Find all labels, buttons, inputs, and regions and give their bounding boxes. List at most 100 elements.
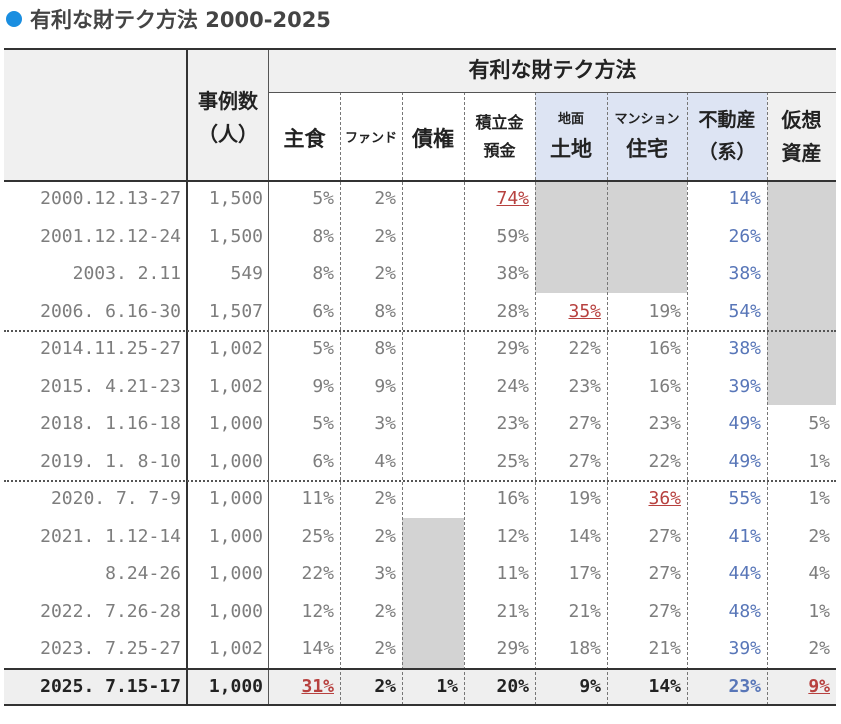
cell-fund: 2%: [374, 488, 396, 510]
cell-shushoku: 8%: [312, 225, 334, 247]
cell-shushoku: 22%: [301, 563, 334, 585]
cell-n: 1,002: [208, 375, 263, 397]
header-yokin-line-1: 積立金: [475, 113, 524, 132]
header-count: 事例数 （人）: [187, 68, 269, 168]
latest-row-border: [4, 667, 836, 670]
inactive-cell-land-housing: [535, 180, 687, 293]
cell-date: 2000.12.13-27: [40, 188, 181, 210]
column-divider: [767, 92, 768, 705]
cell-n: 1,000: [208, 563, 263, 585]
cell-kaso: 1%: [808, 488, 830, 510]
cell-fund: 2%: [374, 225, 396, 247]
cell-date: 8.24-26: [105, 563, 181, 585]
cell-n: 1,507: [208, 300, 263, 322]
cell-jutaku: 22%: [648, 450, 681, 472]
cell-fund: 2%: [374, 600, 396, 622]
column-divider: [402, 92, 403, 705]
cell-n: 1,000: [208, 675, 263, 697]
data-table: 事例数 （人） 有利な財テク方法 主食 ファンド 債権 積立金 預金 地面 土地 マンション 住宅 不動…: [4, 48, 836, 708]
cell-fund: 8%: [374, 338, 396, 360]
cell-shushoku: 25%: [301, 525, 334, 547]
header-count-line-2: （人）: [198, 122, 258, 146]
cell-jutaku: 36%: [648, 488, 681, 510]
cell-yokin: 16%: [496, 488, 529, 510]
table-row: 2018. 1.16-18 1,000 5% 3% 23% 27% 23% 49% 5%: [4, 405, 836, 443]
crypto-header-background: [767, 92, 836, 180]
table-row: 2015. 4.21-23 1,002 9% 9% 24% 23% 16% 39%: [4, 368, 836, 406]
cell-tochi: 18%: [568, 638, 601, 660]
header-bottom-border: [4, 180, 836, 182]
cell-fund: 2%: [374, 188, 396, 210]
cell-yokin: 20%: [496, 675, 529, 697]
section-divider: [4, 480, 836, 482]
cell-n: 1,000: [208, 488, 263, 510]
cell-fudosan: 38%: [728, 338, 761, 360]
cell-yokin: 29%: [496, 338, 529, 360]
cell-tochi: 35%: [568, 300, 601, 322]
cell-fudosan: 23%: [728, 675, 761, 697]
table-row: 2023. 7.25-27 1,002 14% 2% 29% 18% 21% 39% 2%: [4, 630, 836, 668]
cell-kaso: 5%: [808, 413, 830, 435]
column-divider: [340, 92, 341, 705]
header-group-line-1: 有利な財テク方法: [468, 57, 637, 82]
cell-yokin: 29%: [496, 638, 529, 660]
header-yokin: 積立金 預金: [464, 98, 535, 176]
cell-n: 1,000: [208, 450, 263, 472]
table-row: 2003. 2.11 549 8% 2% 38% 38%: [4, 255, 836, 293]
cell-yokin: 11%: [496, 563, 529, 585]
cell-yokin: 12%: [496, 525, 529, 547]
cell-yokin: 38%: [496, 263, 529, 285]
header-tochi-line-2: 土地: [550, 137, 592, 161]
cell-jutaku: 16%: [648, 375, 681, 397]
header-shushoku: 主食: [269, 108, 340, 170]
cell-jutaku: 16%: [648, 338, 681, 360]
cell-jutaku: 27%: [648, 525, 681, 547]
cell-date: 2015. 4.21-23: [40, 375, 181, 397]
cell-fudosan: 54%: [728, 300, 761, 322]
header-saiken-line-1: 債権: [412, 126, 454, 151]
cell-yokin: 28%: [496, 300, 529, 322]
cell-fudosan: 38%: [728, 263, 761, 285]
cell-yokin: 23%: [496, 413, 529, 435]
cell-fudosan: 49%: [728, 450, 761, 472]
cell-shushoku: 14%: [301, 638, 334, 660]
cell-fudosan: 48%: [728, 600, 761, 622]
cell-fund: 2%: [374, 525, 396, 547]
cell-n: 1,000: [208, 413, 263, 435]
column-divider: [186, 48, 188, 705]
header-yokin-line-2: 預金: [483, 141, 516, 160]
cell-fund: 2%: [374, 263, 396, 285]
table-row-latest: 2025. 7.15-17 1,000 31% 2% 1% 20% 9% 14% 23% 9%: [4, 667, 836, 705]
section-divider: [4, 330, 836, 332]
cell-kaso: 1%: [808, 600, 830, 622]
header-count-line-1: 事例数: [198, 89, 258, 113]
cell-fund: 8%: [374, 300, 396, 322]
cell-tochi: 17%: [568, 563, 601, 585]
cell-n: 1,500: [208, 225, 263, 247]
cell-yokin: 25%: [496, 450, 529, 472]
cell-yokin: 24%: [496, 375, 529, 397]
cell-n: 1,500: [208, 188, 263, 210]
cell-date: 2019. 1. 8-10: [40, 450, 181, 472]
cell-tochi: 23%: [568, 375, 601, 397]
header-shushoku-line-1: 主食: [283, 126, 326, 151]
cell-date: 2025. 7.15-17: [40, 675, 181, 697]
table-row: 8.24-26 1,000 22% 3% 11% 17% 27% 44% 4%: [4, 555, 836, 593]
header-jutaku-line-2: 住宅: [626, 137, 668, 161]
cell-fund: 2%: [374, 675, 396, 697]
chart-title: 有利な財テク方法 2000-2025: [6, 2, 331, 36]
column-divider: [464, 92, 465, 705]
header-jutaku: マンション 住宅: [607, 98, 687, 176]
cell-fudosan: 49%: [728, 413, 761, 435]
cell-date: 2001.12.12-24: [40, 225, 181, 247]
inactive-cell-bond: [402, 517, 464, 668]
cell-tochi: 9%: [579, 675, 601, 697]
header-kaso-line-1: 仮想: [781, 108, 822, 132]
table-row: 2019. 1. 8-10 1,000 6% 4% 25% 27% 22% 49% 1%: [4, 443, 836, 481]
header-group: 有利な財テク方法: [269, 48, 836, 92]
cell-shushoku: 9%: [312, 375, 334, 397]
cell-kaso: 1%: [808, 450, 830, 472]
cell-shushoku: 6%: [312, 450, 334, 472]
cell-n: 549: [230, 263, 263, 285]
cell-saiken: 1%: [436, 675, 458, 697]
